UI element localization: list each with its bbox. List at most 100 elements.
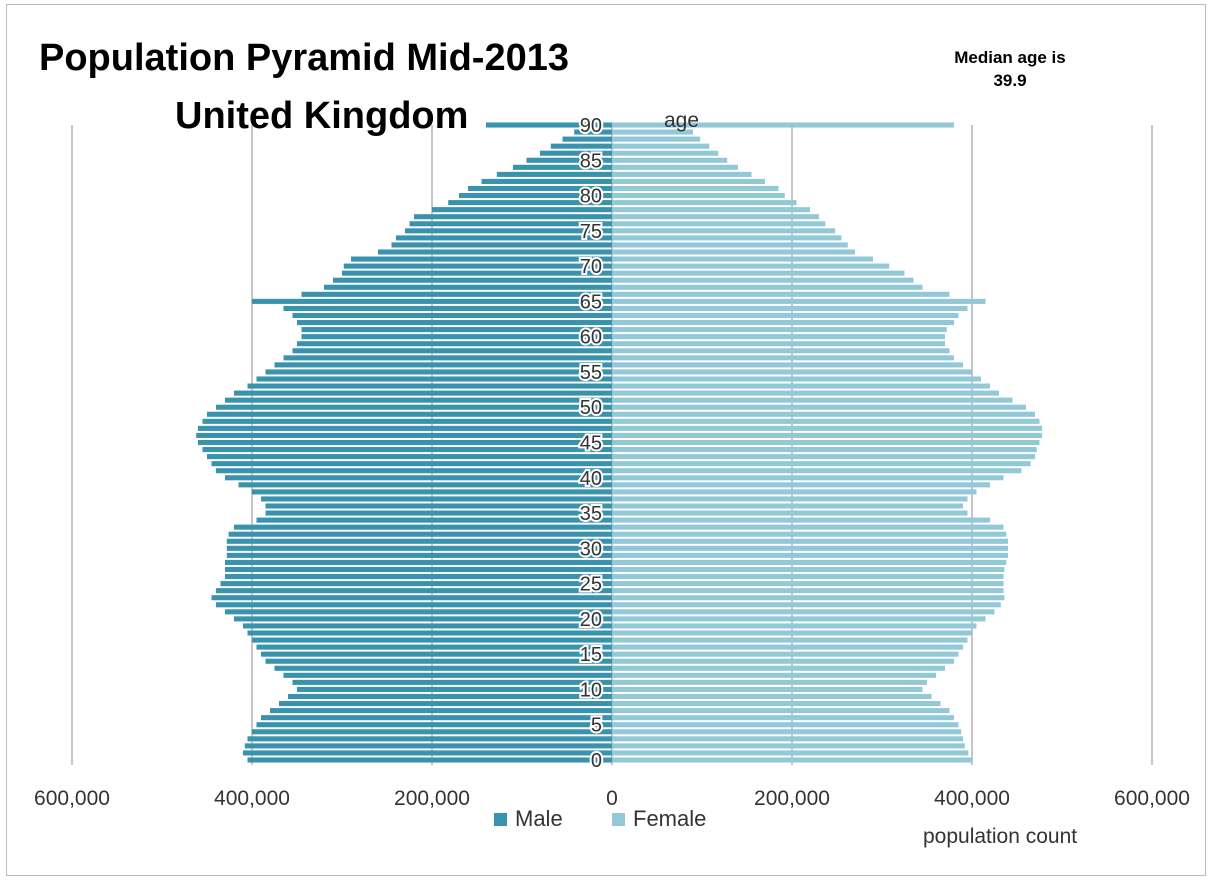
- female-bar-age-89: [612, 129, 693, 135]
- male-bar-age-26: [225, 574, 612, 580]
- x-tick-0: 600,000: [34, 787, 110, 810]
- male-bar-age-22: [216, 602, 612, 608]
- male-bar-age-19: [243, 623, 612, 629]
- female-bar-age-30: [612, 545, 1008, 551]
- age-tick-10: 10: [580, 679, 602, 701]
- male-bar-age-78: [432, 207, 612, 213]
- male-bar-age-53: [247, 383, 612, 389]
- female-bar-age-48: [612, 418, 1040, 424]
- female-bar-age-57: [612, 355, 954, 361]
- population-pyramid-chart: 0 5 10 15 20 25 30 35 40 45 50 55 60 65 70 75 80 85 90 600…: [34, 113, 1190, 810]
- x-axis-label: population count: [923, 825, 1078, 848]
- female-bar-age-90: [612, 122, 954, 128]
- female-bar-age-36: [612, 503, 963, 509]
- female-bar-age-82: [612, 178, 765, 184]
- female-bar-age-84: [612, 164, 738, 170]
- female-bar-age-9: [612, 693, 932, 700]
- female-bar-age-5: [612, 722, 959, 728]
- male-bar-age-49: [207, 411, 612, 417]
- female-bar-age-3: [612, 736, 963, 742]
- female-bar-age-85: [612, 157, 728, 163]
- male-bar-age-67: [324, 284, 612, 290]
- female-bar-age-35: [612, 510, 968, 516]
- female-bar-age-58: [612, 348, 950, 354]
- female-bar-age-51: [612, 397, 1013, 403]
- legend-female-swatch: [612, 812, 625, 826]
- female-bar-age-53: [612, 383, 990, 389]
- female-bar-age-0: [612, 757, 972, 763]
- female-bars: [612, 122, 1043, 763]
- male-bar-age-11: [292, 679, 612, 685]
- female-bar-age-37: [612, 496, 968, 502]
- age-tick-labels: 0 5 10 15 20 25 30 35 40 45 50 55 60 65 70 75 80 85 90: [578, 113, 604, 774]
- male-bar-age-74: [396, 235, 612, 241]
- male-bar-age-85: [526, 157, 612, 163]
- male-bar-age-0: [247, 757, 612, 763]
- female-bar-age-55: [612, 369, 972, 375]
- male-bar-age-60: [301, 334, 612, 340]
- female-bar-age-18: [612, 630, 972, 636]
- male-bar-age-58: [292, 348, 612, 354]
- x-tick-labels: 600,000 400,000 200,000 0 200,000 400,000 600,…: [34, 787, 1190, 810]
- x-tick-2: 200,000: [394, 787, 470, 810]
- median-age-note: Median age is 39.9: [935, 47, 1085, 93]
- male-bar-age-42: [211, 461, 612, 467]
- chart-title-line1: Population Pyramid Mid-2013: [39, 37, 569, 79]
- age-tick-50: 50: [580, 397, 602, 419]
- male-bar-age-28: [225, 559, 612, 565]
- female-bar-age-23: [612, 595, 1005, 601]
- female-bar-age-46: [612, 432, 1043, 438]
- male-bar-age-87: [550, 143, 612, 149]
- male-bar-age-36: [265, 503, 612, 509]
- female-bar-age-2: [612, 743, 965, 749]
- male-bar-age-73: [391, 242, 612, 248]
- male-bar-age-20: [234, 616, 612, 622]
- female-bar-age-68: [612, 277, 914, 283]
- male-bar-age-66: [301, 291, 612, 297]
- y-axis-label: age: [664, 109, 700, 132]
- male-bar-age-13: [274, 665, 612, 671]
- legend-female: Female: [612, 806, 706, 832]
- age-tick-65: 65: [580, 291, 602, 313]
- male-bar-age-61: [301, 327, 612, 333]
- female-bar-age-31: [612, 538, 1008, 544]
- female-bar-age-42: [612, 461, 1031, 467]
- male-bar-age-21: [225, 609, 612, 615]
- age-tick-15: 15: [580, 644, 602, 666]
- female-bar-age-21: [612, 609, 995, 615]
- age-tick-0: 0: [591, 750, 602, 772]
- male-bar-age-56: [274, 362, 612, 368]
- female-bar-age-20: [612, 616, 986, 622]
- age-tick-30: 30: [580, 538, 602, 560]
- female-bar-age-65: [612, 298, 986, 304]
- male-bar-age-81: [468, 185, 612, 192]
- male-bar-age-63: [292, 312, 612, 319]
- female-bar-age-26: [612, 574, 1004, 580]
- legend-female-label: Female: [633, 806, 707, 831]
- age-tick-25: 25: [580, 574, 602, 596]
- female-bar-age-1: [612, 750, 969, 756]
- male-bar-age-27: [225, 566, 612, 573]
- age-tick-35: 35: [580, 503, 602, 525]
- male-bar-age-70: [343, 263, 612, 269]
- female-bar-age-81: [612, 185, 779, 192]
- male-bar-age-35: [265, 510, 612, 516]
- male-bar-age-54: [256, 376, 612, 382]
- female-bar-age-74: [612, 235, 842, 241]
- female-bar-age-75: [612, 228, 836, 234]
- male-bar-age-82: [481, 178, 612, 184]
- male-bar-age-59: [297, 341, 612, 347]
- male-bar-age-10: [297, 686, 612, 692]
- female-bar-age-17: [612, 637, 968, 643]
- x-tick-3: 0: [606, 787, 618, 810]
- female-bar-age-40: [612, 475, 1004, 481]
- female-bar-age-33: [612, 524, 1004, 530]
- age-tick-80: 80: [580, 186, 602, 208]
- female-bar-age-72: [612, 249, 855, 255]
- female-bar-age-39: [612, 482, 990, 488]
- male-bar-age-7: [270, 708, 612, 714]
- female-bar-age-69: [612, 270, 905, 276]
- male-bar-age-71: [351, 256, 612, 262]
- female-bar-age-61: [612, 327, 947, 333]
- male-bar-age-31: [226, 538, 613, 544]
